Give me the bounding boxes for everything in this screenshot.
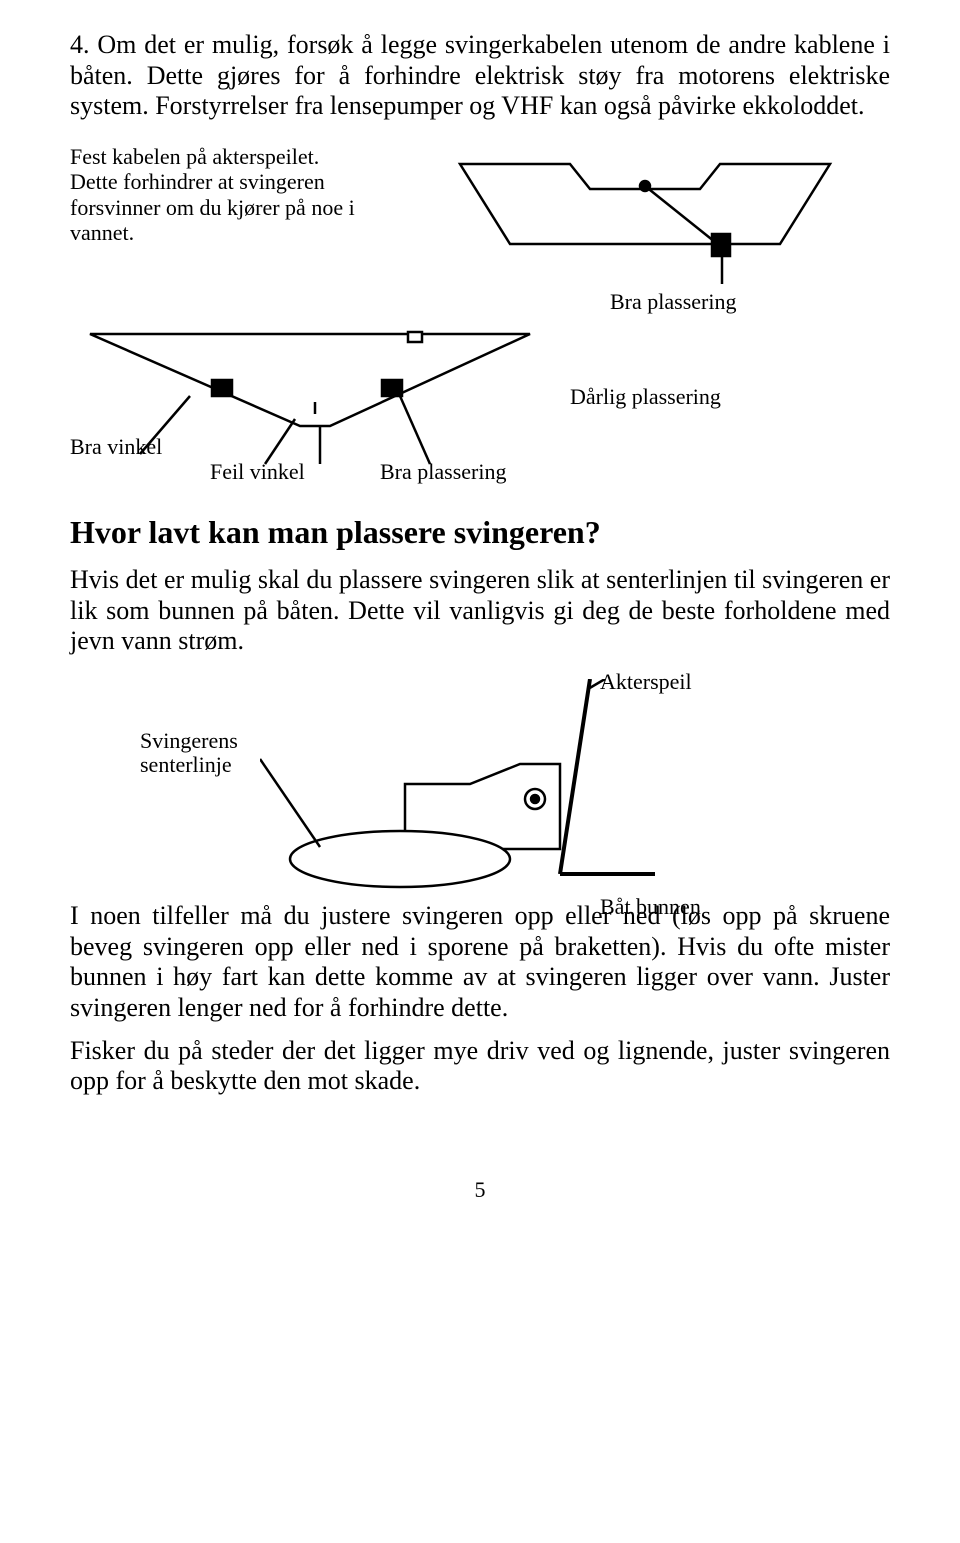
label-good-angle: Bra vinkel	[70, 434, 162, 459]
diagram-transducer-placement: Fest kabelen på akterspeilet. Dette forh…	[70, 134, 890, 484]
heading-how-low: Hvor lavt kan man plassere svingeren?	[70, 514, 890, 551]
label-good-placement-bottom: Bra plassering	[380, 459, 506, 484]
paragraph-2: Hvis det er mulig skal du plassere sving…	[70, 565, 890, 657]
caption-fasten-cable: Fest kabelen på akterspeilet. Dette forh…	[70, 144, 370, 245]
label-good-placement-right: Bra plassering	[610, 289, 790, 314]
label-bad-placement: Dårlig plassering	[570, 384, 721, 409]
page-number: 5	[70, 1177, 890, 1203]
boat-stern-diagram	[440, 134, 840, 284]
label-centerline: Svingerens senterlinje	[140, 729, 260, 777]
label-wrong-angle: Feil vinkel	[210, 459, 305, 484]
transducer-side-svg	[260, 679, 690, 919]
paragraph-4: Fisker du på steder der det ligger mye d…	[70, 1036, 890, 1097]
diagram-transducer-side: Akterspeil Svingerens senterlinje Båt bu…	[70, 669, 890, 929]
page: 4. Om det er mulig, forsøk å legge sving…	[0, 0, 960, 1243]
paragraph-1: 4. Om det er mulig, forsøk å legge sving…	[70, 30, 890, 122]
